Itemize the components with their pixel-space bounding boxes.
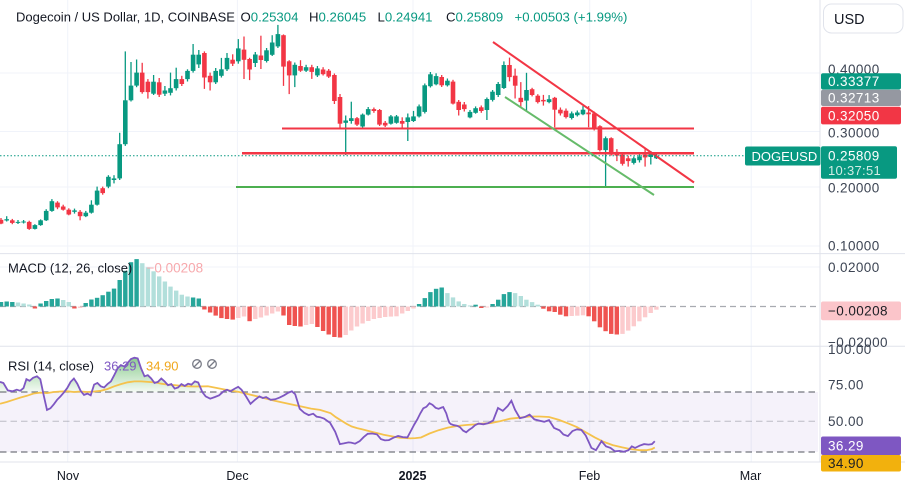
svg-text:+0.00503 (+1.99%): +0.00503 (+1.99%) xyxy=(515,10,628,25)
svg-text:0.40000: 0.40000 xyxy=(828,62,880,77)
svg-text:Mar: Mar xyxy=(740,469,762,483)
svg-text:34.90: 34.90 xyxy=(146,359,179,374)
svg-text:50.00: 50.00 xyxy=(828,414,864,429)
svg-text:USD: USD xyxy=(834,12,865,28)
svg-text:MACD (12, 26, close): MACD (12, 26, close) xyxy=(8,260,132,275)
svg-text:−0.02000: −0.02000 xyxy=(828,335,888,350)
svg-text:2025: 2025 xyxy=(399,469,427,483)
svg-text:0.10000: 0.10000 xyxy=(828,239,880,254)
svg-text:RSI (14, close): RSI (14, close) xyxy=(8,359,94,374)
svg-text:Feb: Feb xyxy=(579,469,601,483)
svg-text:0.32050: 0.32050 xyxy=(828,108,880,123)
svg-text:−0.00208: −0.00208 xyxy=(147,260,204,275)
svg-text:0.30000: 0.30000 xyxy=(828,126,880,141)
svg-text:Dogecoin / US Dollar, 1D, COIN: Dogecoin / US Dollar, 1D, COINBASE xyxy=(16,10,235,25)
svg-text:0.33377: 0.33377 xyxy=(828,74,880,89)
svg-text:0.25809: 0.25809 xyxy=(828,148,880,163)
svg-text:75.00: 75.00 xyxy=(828,378,864,393)
svg-text:0.20000: 0.20000 xyxy=(828,181,880,196)
svg-text:36.29: 36.29 xyxy=(104,359,137,374)
svg-text:Dec: Dec xyxy=(226,469,248,483)
svg-text:H0.26045: H0.26045 xyxy=(309,10,366,25)
svg-text:C0.25809: C0.25809 xyxy=(446,10,503,25)
svg-text:−0.00208: −0.00208 xyxy=(828,304,888,319)
svg-text:DOGEUSD: DOGEUSD xyxy=(752,149,818,164)
svg-text:L0.24941: L0.24941 xyxy=(378,10,433,25)
svg-text:Nov: Nov xyxy=(57,469,80,483)
svg-text:O0.25304: O0.25304 xyxy=(241,10,299,25)
svg-text:0.02000: 0.02000 xyxy=(828,260,880,275)
svg-text:100.00: 100.00 xyxy=(828,342,872,357)
svg-text:0.32713: 0.32713 xyxy=(828,91,880,106)
svg-text:36.29: 36.29 xyxy=(828,438,864,453)
svg-text:34.90: 34.90 xyxy=(828,456,864,471)
svg-text:10:37:51: 10:37:51 xyxy=(828,163,881,178)
